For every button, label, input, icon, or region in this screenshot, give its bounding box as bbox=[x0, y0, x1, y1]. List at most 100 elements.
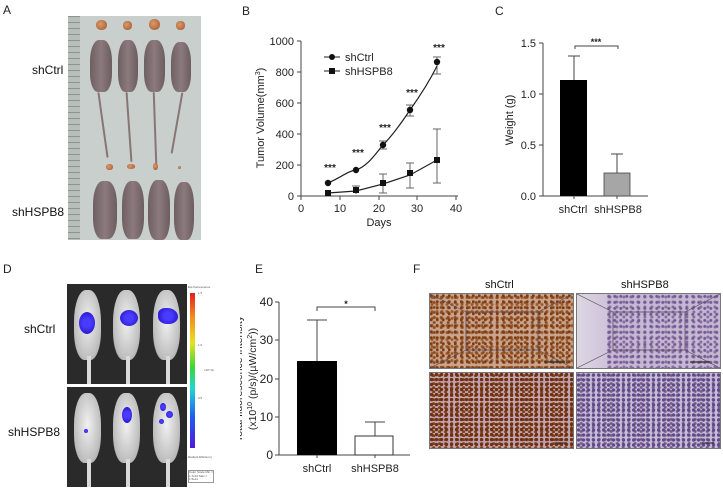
series-shhspb8-markers bbox=[325, 157, 440, 196]
mouse-tumor-photo bbox=[68, 16, 201, 240]
mouse bbox=[93, 181, 117, 239]
ivis-image-shhspb8-1 bbox=[67, 387, 108, 487]
significance-bracket bbox=[316, 306, 376, 311]
svg-text:shHSPB8: shHSPB8 bbox=[345, 66, 393, 78]
x-tick-labels: shCtrl shHSPB8 bbox=[303, 463, 399, 475]
column-label-shctrl-f: shCtrl bbox=[485, 279, 514, 291]
svg-text:shCtrl: shCtrl bbox=[559, 204, 588, 216]
svg-text:10: 10 bbox=[260, 410, 274, 424]
svg-text:shHSPB8: shHSPB8 bbox=[351, 463, 399, 475]
svg-text:shCtrl: shCtrl bbox=[303, 463, 332, 475]
bar-shhspb8 bbox=[354, 435, 394, 456]
mouse bbox=[174, 182, 194, 240]
tumor bbox=[176, 21, 185, 30]
ivis-image-shhspb8-2 bbox=[106, 387, 147, 487]
svg-text:400: 400 bbox=[276, 129, 294, 141]
svg-text:30: 30 bbox=[260, 333, 274, 347]
panel-label-e: E bbox=[255, 262, 264, 276]
y-tick-labels: 1000 800 600 400 200 0 bbox=[270, 36, 294, 203]
panel-label-c: C bbox=[495, 4, 504, 18]
colorbar-unit: x10^10 bbox=[204, 368, 214, 372]
svg-text:0.0: 0.0 bbox=[521, 191, 536, 203]
y-tick-labels: 1.5 1.0 0.5 0.0 bbox=[521, 38, 536, 203]
bar-shctrl bbox=[297, 361, 337, 455]
svg-text:10: 10 bbox=[334, 203, 346, 215]
x-tick-labels: 0 10 20 30 40 bbox=[298, 203, 462, 215]
series-shctrl-markers bbox=[324, 58, 441, 187]
svg-text:***: *** bbox=[324, 163, 336, 174]
tumor bbox=[96, 20, 107, 30]
significance-bracket bbox=[574, 45, 619, 49]
svg-text:shHSPB8: shHSPB8 bbox=[594, 204, 642, 216]
tail bbox=[152, 91, 158, 165]
x-axis-title: Days bbox=[366, 217, 392, 229]
colorbar-tick: 1.0 bbox=[198, 343, 203, 347]
ivis-image-shctrl-3 bbox=[146, 284, 187, 384]
svg-text:0: 0 bbox=[266, 448, 273, 462]
tumor bbox=[127, 164, 135, 169]
colorbar-tick: 1.5 bbox=[198, 291, 203, 295]
svg-text:shCtrl: shCtrl bbox=[345, 52, 374, 64]
legend: shCtrl shHSPB8 bbox=[324, 52, 393, 78]
svg-text:***: *** bbox=[433, 43, 445, 54]
significance-stars: *** bbox=[591, 37, 602, 47]
y-tick-labels: 40 30 20 10 0 bbox=[260, 295, 274, 462]
fluorescence-color-scale-bar bbox=[190, 293, 195, 448]
svg-text:***: *** bbox=[352, 148, 364, 159]
row-label-shhspb8-d: shHSPB8 bbox=[8, 425, 61, 439]
panel-label-b: B bbox=[242, 4, 251, 18]
tumor-weight-bar-chart: 1.5 1.0 0.5 0.0 Weight (g) *** shCtrl shHSPB… bbox=[504, 37, 648, 216]
svg-text:20: 20 bbox=[373, 203, 385, 215]
ihc-image-shhspb8-high-mag bbox=[576, 372, 721, 449]
tumor bbox=[149, 19, 160, 30]
svg-text:30: 30 bbox=[411, 203, 423, 215]
svg-text:***: *** bbox=[379, 123, 391, 134]
y-axis-title-line1: Total fluorescence intensity bbox=[240, 315, 245, 442]
mouse bbox=[118, 40, 138, 92]
tail bbox=[97, 92, 109, 158]
panel-label-f: F bbox=[413, 262, 421, 276]
tumor bbox=[123, 21, 132, 30]
colorbar-tick: 0.5 bbox=[198, 396, 203, 400]
svg-text:0.5: 0.5 bbox=[521, 140, 536, 152]
svg-text:200: 200 bbox=[276, 160, 294, 172]
panel-label-a: A bbox=[3, 3, 12, 17]
mouse bbox=[144, 40, 165, 92]
tumor-volume-line-chart: 1000 800 600 400 200 0 0 10 20 30 40 Days Tumor… bbox=[255, 36, 462, 229]
svg-text:40: 40 bbox=[450, 203, 462, 215]
svg-text:800: 800 bbox=[276, 67, 294, 79]
svg-text:1000: 1000 bbox=[270, 36, 294, 48]
tumor bbox=[106, 164, 113, 170]
mouse bbox=[148, 180, 170, 240]
mouse bbox=[90, 40, 112, 92]
colorbar-title: Epi-fluorescence bbox=[188, 285, 211, 289]
svg-text:***: *** bbox=[406, 88, 418, 99]
mouse bbox=[122, 181, 144, 239]
svg-text:1.5: 1.5 bbox=[521, 38, 536, 50]
row-label-shctrl-a: shCtrl bbox=[32, 63, 64, 77]
colorbar-footer: Radiant Efficiency bbox=[188, 455, 212, 459]
significance-stars: *** *** *** *** *** bbox=[324, 43, 445, 174]
svg-text:0: 0 bbox=[288, 191, 294, 203]
tumor bbox=[153, 163, 158, 170]
row-label-shctrl-d: shCtrl bbox=[24, 322, 56, 336]
y-axis-title: Tumor Volume(mm3) bbox=[255, 68, 267, 169]
tumor bbox=[178, 166, 181, 169]
y-axis-title-line2: (x1010 (p/s)/(µW/cm2)) bbox=[247, 328, 259, 430]
x-tick-labels: shCtrl shHSPB8 bbox=[559, 204, 642, 216]
panel-label-d: D bbox=[3, 262, 12, 276]
colorbar-scale-box: Color Scale Min = 1.7e10 Max = 1.5e11 bbox=[188, 470, 214, 483]
tail bbox=[125, 92, 133, 162]
ruler bbox=[68, 16, 80, 240]
ivis-image-shctrl-1 bbox=[67, 284, 108, 384]
column-label-shhspb8-f: shHSPB8 bbox=[621, 279, 669, 291]
significance-stars: * bbox=[344, 299, 348, 309]
svg-text:600: 600 bbox=[276, 98, 294, 110]
svg-text:0: 0 bbox=[298, 203, 304, 215]
ivis-image-shctrl-2 bbox=[106, 284, 147, 384]
svg-text:20: 20 bbox=[260, 372, 274, 386]
ihc-image-shhspb8-low-mag bbox=[576, 293, 721, 369]
y-axis-title: Weight (g) bbox=[504, 95, 516, 146]
ihc-image-shctrl-low-mag bbox=[429, 293, 574, 369]
